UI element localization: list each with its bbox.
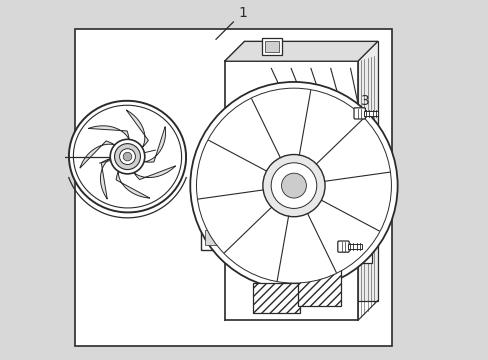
Circle shape bbox=[196, 88, 390, 283]
Polygon shape bbox=[80, 141, 117, 168]
Bar bbox=[49, 147, 62, 167]
Bar bbox=[201, 225, 224, 250]
Bar bbox=[204, 230, 219, 246]
FancyBboxPatch shape bbox=[353, 108, 365, 119]
Bar bbox=[264, 41, 278, 53]
Bar bbox=[244, 41, 377, 301]
Ellipse shape bbox=[44, 151, 51, 162]
Bar bbox=[364, 111, 377, 116]
Bar bbox=[201, 139, 224, 165]
Bar bbox=[262, 38, 281, 55]
Polygon shape bbox=[88, 126, 129, 142]
Ellipse shape bbox=[69, 101, 186, 212]
Bar bbox=[204, 144, 219, 160]
Bar bbox=[224, 61, 357, 320]
Circle shape bbox=[110, 139, 144, 174]
Circle shape bbox=[190, 82, 397, 289]
Text: 2: 2 bbox=[305, 42, 333, 63]
Bar bbox=[52, 149, 59, 164]
Ellipse shape bbox=[45, 153, 49, 161]
Circle shape bbox=[263, 154, 325, 217]
Circle shape bbox=[123, 152, 132, 161]
Bar bbox=[355, 124, 371, 138]
Bar bbox=[75, 29, 391, 346]
Bar bbox=[355, 248, 371, 263]
Circle shape bbox=[114, 144, 140, 170]
Ellipse shape bbox=[73, 105, 181, 208]
Polygon shape bbox=[132, 166, 175, 180]
Polygon shape bbox=[100, 158, 112, 199]
Bar bbox=[347, 244, 361, 249]
Circle shape bbox=[271, 163, 316, 208]
Text: 3: 3 bbox=[355, 94, 369, 111]
Polygon shape bbox=[126, 110, 148, 149]
Bar bbox=[297, 270, 341, 306]
Circle shape bbox=[120, 149, 135, 165]
Text: 1: 1 bbox=[215, 6, 246, 40]
Polygon shape bbox=[142, 127, 165, 162]
Polygon shape bbox=[116, 169, 150, 198]
Bar bbox=[253, 283, 300, 313]
Polygon shape bbox=[224, 41, 377, 61]
Text: 4: 4 bbox=[339, 255, 354, 271]
Circle shape bbox=[281, 173, 306, 198]
FancyBboxPatch shape bbox=[337, 241, 348, 252]
